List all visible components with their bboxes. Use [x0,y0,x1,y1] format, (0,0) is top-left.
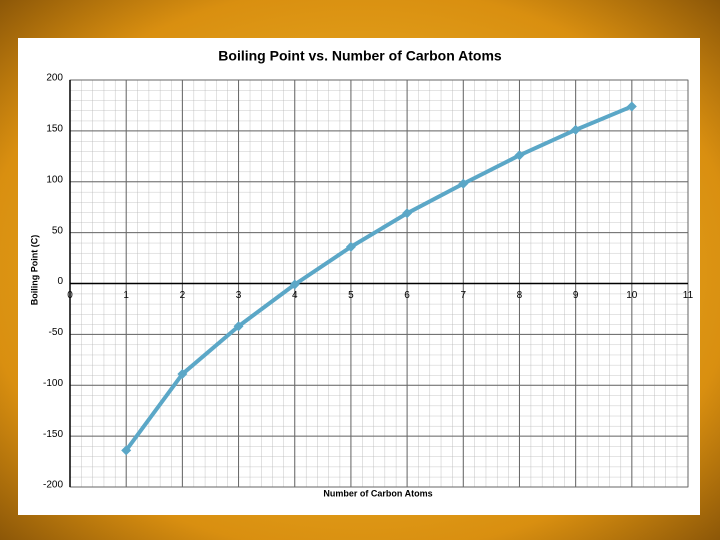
y-tick-label: 0 [57,276,63,287]
y-tick-label: 150 [46,124,63,135]
data-point [514,150,525,161]
y-tick-label: -200 [43,480,63,491]
x-tick-label: 6 [404,290,410,301]
data-point [345,241,356,252]
data-point [458,178,469,189]
y-tick-label: -100 [43,378,63,389]
data-point [570,124,581,135]
x-tick-label: 8 [517,290,523,301]
data-point [121,445,132,456]
x-tick-label: 4 [292,290,298,301]
data-point [289,279,300,290]
y-tick-label: 200 [46,73,63,84]
chart-title: Boiling Point vs. Number of Carbon Atoms [218,48,502,64]
data-point [402,208,413,219]
data-point [233,321,244,332]
x-axis-label: Number of Carbon Atoms [323,488,432,498]
y-tick-label: -50 [49,327,64,338]
data-point [626,101,637,112]
data-point [177,369,188,380]
y-tick-label: 50 [52,225,64,236]
plot: -200-150-100-500501001502000123456789101… [43,73,694,491]
x-tick-label: 9 [573,290,579,301]
y-tick-label: 100 [46,174,63,185]
x-tick-label: 1 [123,290,129,301]
x-tick-label: 2 [180,290,186,301]
x-tick-label: 10 [626,290,638,301]
x-tick-label: 3 [236,290,242,301]
x-tick-label: 11 [683,290,694,301]
x-tick-label: 5 [348,290,354,301]
data-line [124,104,633,452]
x-tick-label: 7 [460,290,466,301]
y-axis-label: Boiling Point (C) [29,235,39,305]
y-tick-label: -150 [43,429,63,440]
